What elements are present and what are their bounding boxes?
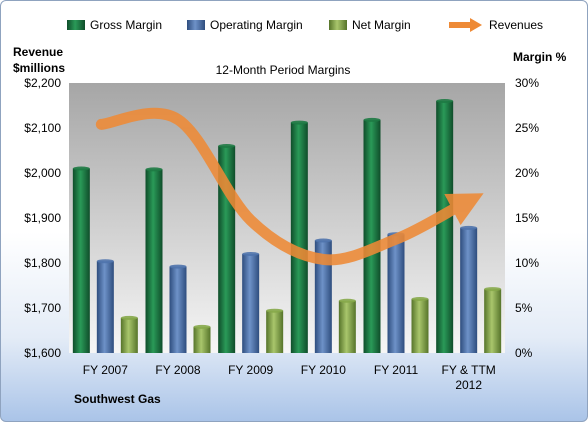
operating-margin-bar-5 <box>387 234 405 353</box>
gross-margin-bar-5 <box>363 119 381 354</box>
x-tick-label-2: FY 2008 <box>155 363 200 377</box>
gross-margin-bar-6 <box>436 101 454 353</box>
legend-label: Revenues <box>489 18 543 32</box>
revenues-line <box>95 107 484 266</box>
x-tick-label-6-line2: 2012 <box>455 378 482 392</box>
legend-item-revenues: Revenues <box>449 18 543 32</box>
gross-margin-bar-top-4 <box>290 120 308 125</box>
net-margin-bar-top-2 <box>193 324 211 329</box>
legend-item-gross-margin: Gross Margin <box>67 18 162 32</box>
x-tick-label-4: FY 2010 <box>301 363 346 377</box>
legend-swatch <box>67 20 85 30</box>
right-tick-label: 10% <box>515 256 539 270</box>
gross-margin-bar-top-3 <box>218 144 236 148</box>
net-margin-bar-top-5 <box>411 297 429 301</box>
operating-margin-bar-top-6 <box>460 225 478 230</box>
revenues-point-6 <box>458 206 459 207</box>
net-margin-bar-top-4 <box>338 298 356 303</box>
operating-margin-bar-1 <box>96 261 114 353</box>
revenues-point-5 <box>396 239 397 240</box>
operating-margin-bar-3 <box>242 254 260 353</box>
operating-margin-bar-2 <box>169 266 187 353</box>
x-tick-label-5: FY 2011 <box>374 363 419 377</box>
legend-swatch <box>329 20 347 30</box>
operating-margin-bar-4 <box>314 240 332 353</box>
operating-margin-bar-top-3 <box>242 252 260 256</box>
left-tick-label: $1,800 <box>24 256 61 270</box>
left-tick-label: $1,900 <box>24 211 61 225</box>
right-tick-label: 15% <box>515 211 539 225</box>
legend-item-net-margin: Net Margin <box>329 18 411 32</box>
x-tick-label-6: FY & TTM <box>442 363 496 377</box>
left-tick-label: $2,200 <box>24 76 61 90</box>
revenues-point-1 <box>101 124 102 125</box>
gross-margin-bar-2 <box>145 169 163 353</box>
right-tick-label: 20% <box>515 166 539 180</box>
revenues-point-4 <box>323 259 324 260</box>
net-margin-bar-top-1 <box>120 315 138 320</box>
net-margin-bar-top-3 <box>266 308 284 313</box>
gross-margin-bar-top-6 <box>436 99 454 103</box>
left-tick-label: $1,700 <box>24 301 61 315</box>
net-margin-bar-6 <box>484 289 502 353</box>
left-tick-label: $1,600 <box>24 346 61 360</box>
left-axis-label-line2: $millions <box>13 61 65 75</box>
legend-label: Gross Margin <box>90 18 162 32</box>
x-tick-label-1: FY 2007 <box>83 363 128 377</box>
right-tick-label: 30% <box>515 76 539 90</box>
left-tick-label: $2,000 <box>24 166 61 180</box>
net-margin-bar-2 <box>193 326 211 353</box>
right-tick-label: 25% <box>515 121 539 135</box>
gross-margin-bar-top-2 <box>145 167 163 172</box>
left-axis-label-line1: Revenue <box>13 45 63 59</box>
legend-swatch <box>187 20 205 30</box>
operating-margin-bar-top-4 <box>314 238 332 243</box>
legend-label: Operating Margin <box>210 18 303 32</box>
operating-margin-bar-top-2 <box>169 264 187 269</box>
gross-margin-bar-1 <box>72 168 90 353</box>
gross-margin-bar-top-1 <box>72 166 90 171</box>
company-name: Southwest Gas <box>74 392 161 406</box>
revenues-point-2 <box>178 119 179 120</box>
left-tick-label: $2,100 <box>24 121 61 135</box>
chart-title: 12-Month Period Margins <box>216 63 351 77</box>
right-tick-label: 5% <box>515 301 533 315</box>
net-margin-bar-1 <box>120 317 138 353</box>
operating-margin-bar-6 <box>460 227 478 353</box>
net-margin-bar-top-6 <box>484 287 502 292</box>
net-margin-bar-3 <box>266 310 284 353</box>
net-margin-bar-4 <box>338 300 356 353</box>
gross-margin-bar-4 <box>290 122 308 353</box>
legend-arrow <box>470 18 482 32</box>
right-axis-label: Margin % <box>513 50 567 64</box>
gross-margin-bar-top-5 <box>363 117 381 122</box>
legend-item-operating-margin: Operating Margin <box>187 18 303 32</box>
right-tick-label: 0% <box>515 346 533 360</box>
x-tick-label-3: FY 2009 <box>228 363 273 377</box>
legend-label: Net Margin <box>352 18 411 32</box>
operating-margin-bar-top-1 <box>96 259 114 264</box>
revenues-point-3 <box>250 220 251 221</box>
net-margin-bar-5 <box>411 299 429 353</box>
